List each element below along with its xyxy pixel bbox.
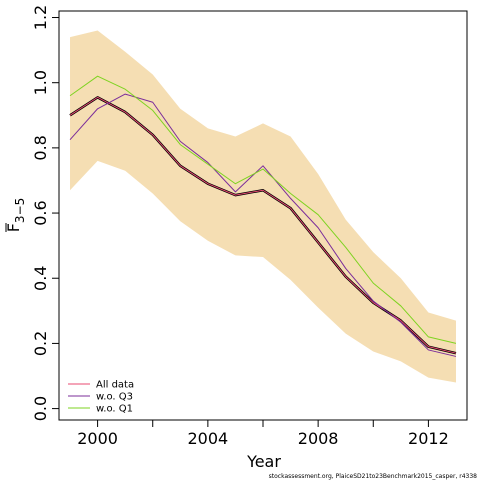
legend-label: All data [96, 380, 134, 391]
y-tick-label: 0.4 [31, 266, 50, 291]
footnote: stockassessment.org, PlaiceSD21to23Bench… [269, 473, 478, 480]
x-axis: 2000 2004 2008 2012 [77, 420, 449, 448]
y-tick-label: 1.2 [31, 5, 50, 30]
y-tick-label: 1.0 [31, 70, 50, 95]
y-axis: 0.0 0.2 0.4 0.6 0.8 1.0 1.2 [31, 5, 59, 421]
y-tick-label: 0.0 [31, 396, 50, 421]
confidence-band-layer [70, 30, 456, 383]
y-axis-label: F3−5 [4, 198, 27, 233]
x-tick-label: 2008 [298, 429, 339, 448]
series-layer [69, 75, 457, 357]
x-tick-label: 2012 [408, 429, 449, 448]
y-axis-label-main: F [4, 223, 23, 232]
confidence-band [70, 30, 456, 383]
legend-label: w.o. Q3 [96, 392, 133, 403]
y-tick-label: 0.8 [31, 135, 50, 160]
series-line-3 [69, 75, 457, 344]
x-tick-label: 2000 [77, 429, 118, 448]
y-tick-label: 0.2 [31, 331, 50, 356]
x-axis-label: Year [246, 452, 281, 471]
x-tick-label: 2004 [188, 429, 229, 448]
legend-label: w.o. Q1 [96, 404, 133, 415]
svg-text:F3−5: F3−5 [4, 198, 27, 233]
y-tick-label: 0.6 [31, 200, 50, 225]
y-axis-label-subscript: 3−5 [13, 198, 27, 223]
